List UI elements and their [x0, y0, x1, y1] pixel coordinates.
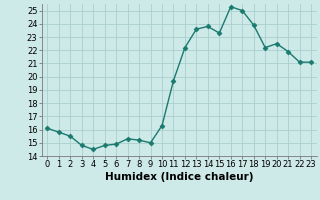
X-axis label: Humidex (Indice chaleur): Humidex (Indice chaleur)	[105, 172, 253, 182]
